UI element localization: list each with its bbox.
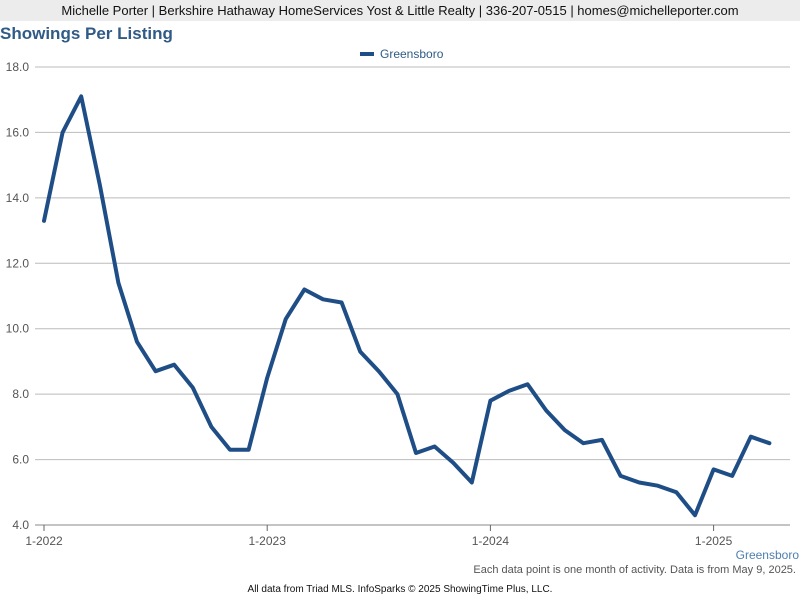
y-tick-label: 10.0 (6, 322, 30, 336)
x-tick-label: 1-2022 (25, 534, 63, 548)
data-credit: All data from Triad MLS. InfoSparks © 20… (0, 576, 800, 600)
y-tick-label: 8.0 (12, 387, 29, 401)
chart-title: Showings Per Listing (0, 24, 173, 43)
y-tick-label: 18.0 (6, 60, 30, 74)
y-tick-label: 12.0 (6, 256, 30, 270)
y-tick-label: 4.0 (12, 518, 29, 532)
y-tick-label: 14.0 (6, 191, 30, 205)
y-tick-label: 16.0 (6, 125, 30, 139)
data-note: Each data point is one month of activity… (473, 564, 796, 576)
agent-contact-header: Michelle Porter | Berkshire Hathaway Hom… (0, 0, 800, 21)
x-tick-label: 1-2025 (695, 534, 733, 548)
x-tick-label: 1-2023 (249, 534, 287, 548)
region-label: Greensboro (736, 548, 800, 562)
series-line-greensboro (42, 94, 772, 518)
y-tick-label: 6.0 (12, 453, 29, 467)
x-tick-label: 1-2024 (472, 534, 510, 548)
legend-label: Greensboro (380, 47, 444, 61)
